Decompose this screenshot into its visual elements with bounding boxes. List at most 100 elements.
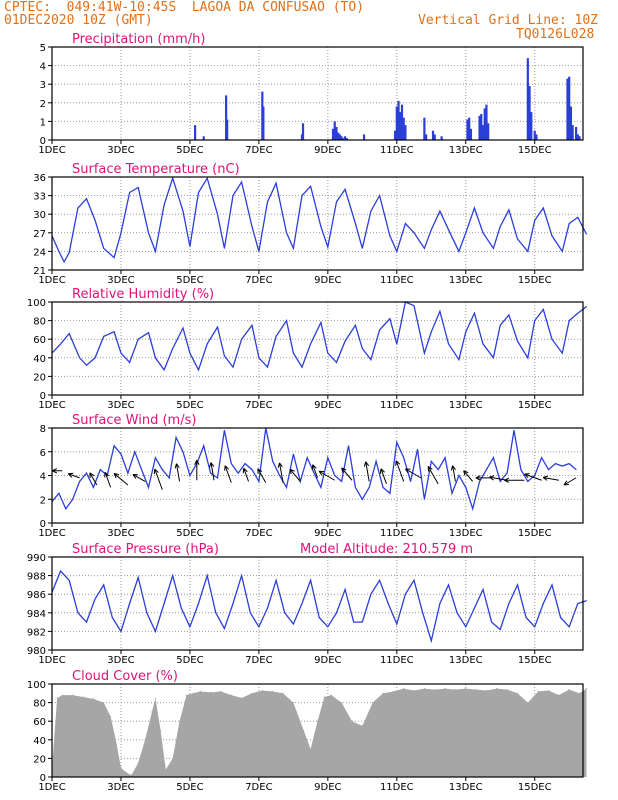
cloud-point <box>316 720 319 722</box>
panel-0: 0 1 2 3 4 5 1DEC 3DEC 5DEC 7DEC 9DEC 11DEC 13DEC 15DE… <box>38 32 584 156</box>
wind-arrow <box>257 468 267 483</box>
panel-3: 0 2 4 6 8 1DEC 3DEC 5DEC 7DEC 9DEC 11DEC 13DEC 15DEC… <box>38 413 584 539</box>
cloud-point <box>578 692 581 694</box>
series-point <box>258 357 260 359</box>
wind-arrow <box>153 468 163 490</box>
series-point <box>68 579 70 581</box>
series-point <box>534 475 536 476</box>
y-tick-label: 40 <box>33 354 46 365</box>
y-tick-label: 988 <box>27 572 46 583</box>
series-point <box>413 305 415 307</box>
series-point <box>306 457 308 459</box>
x-tick-label: 3DEC <box>107 275 134 286</box>
cloud-point <box>372 702 374 704</box>
cloud-point <box>382 692 384 694</box>
series-point <box>361 348 363 349</box>
series-point <box>217 213 219 215</box>
series-point <box>206 575 208 577</box>
wind-arrow <box>113 472 129 486</box>
series-point <box>527 357 529 359</box>
series-point <box>310 185 312 187</box>
series-point <box>163 204 165 206</box>
x-tick-label: 5DEC <box>176 275 203 286</box>
series-point <box>127 472 129 474</box>
cloud-point <box>154 697 157 699</box>
series-point <box>148 332 150 334</box>
series-point <box>137 576 139 578</box>
series-point <box>215 612 217 614</box>
cloud-point <box>444 688 446 690</box>
cloud-point <box>454 688 457 691</box>
series-point <box>85 472 87 474</box>
cloud-point <box>506 688 508 691</box>
series-point <box>513 429 515 431</box>
series-point <box>137 338 139 340</box>
series-point <box>516 340 518 342</box>
series-point <box>154 357 156 359</box>
series-point <box>413 232 415 234</box>
cloud-point <box>137 762 139 764</box>
series-point <box>430 460 432 462</box>
series-point <box>223 355 225 357</box>
series-point <box>448 584 450 586</box>
series-point <box>217 477 219 479</box>
cloud-point <box>165 768 167 771</box>
series-point <box>272 460 274 462</box>
y-tick-label: 33 <box>33 192 46 203</box>
precip-bar <box>404 125 407 140</box>
series-point <box>217 326 219 328</box>
precip-bar <box>431 130 435 140</box>
y-tick-label: 4 <box>40 62 46 73</box>
series-point <box>361 247 363 249</box>
series-point <box>568 223 570 224</box>
x-tick-label: 1DEC <box>38 400 65 411</box>
wind-arrow <box>504 477 525 483</box>
panel-5: 0 20 40 60 80 100 1DEC 3DEC 5DEC 7DEC 9DEC 11DEC 13D… <box>27 669 588 793</box>
cloud-point <box>485 689 488 692</box>
cloud-point <box>192 692 194 694</box>
x-tick-label: 13DEC <box>449 782 483 793</box>
series-point <box>154 630 156 632</box>
panel-title: Relative Humidity (%) <box>72 287 214 302</box>
precip-bar <box>487 123 490 140</box>
precip-bar <box>530 112 533 140</box>
precip-bar <box>469 128 473 140</box>
series-point <box>585 600 587 602</box>
cloud-point <box>292 702 294 704</box>
cloud-point <box>475 688 477 691</box>
series-point <box>232 366 234 368</box>
series-point <box>111 616 113 618</box>
series-point <box>292 247 294 249</box>
series-point <box>542 308 544 310</box>
series-point <box>396 623 398 625</box>
x-tick-label: 9DEC <box>314 782 341 793</box>
cloud-point <box>103 702 105 704</box>
header-station: CPTEC: 049:41W-10:45S LAGOA DA CONFUSAO … <box>4 0 365 15</box>
wind-arrow <box>277 462 284 483</box>
y-tick-label: 100 <box>27 298 46 309</box>
y-tick-label: 2 <box>40 99 46 110</box>
series-point <box>65 508 67 510</box>
precip-bar <box>466 119 469 140</box>
series-point <box>344 340 346 342</box>
series-point <box>198 603 200 604</box>
series-point <box>163 369 165 371</box>
precip-bar <box>397 100 400 140</box>
series-point <box>103 335 105 337</box>
series-point <box>232 603 234 604</box>
x-tick-label: 13DEC <box>449 145 483 156</box>
series-point <box>361 498 363 500</box>
panel-2: 0 20 40 60 80 100 1DEC 3DEC 5DEC 7DEC 9DEC 11DEC 13D… <box>27 287 587 411</box>
x-tick-label: 3DEC <box>107 782 134 793</box>
wind-arrow <box>475 475 490 481</box>
x-tick-label: 15DEC <box>518 275 552 286</box>
series-point <box>508 603 510 604</box>
wind-arrow <box>395 460 405 482</box>
precip-bar <box>440 136 443 140</box>
series-point <box>370 359 372 361</box>
series-point <box>182 327 184 329</box>
precip-bar <box>262 106 265 140</box>
series-point <box>154 250 156 252</box>
series-point <box>389 492 391 494</box>
